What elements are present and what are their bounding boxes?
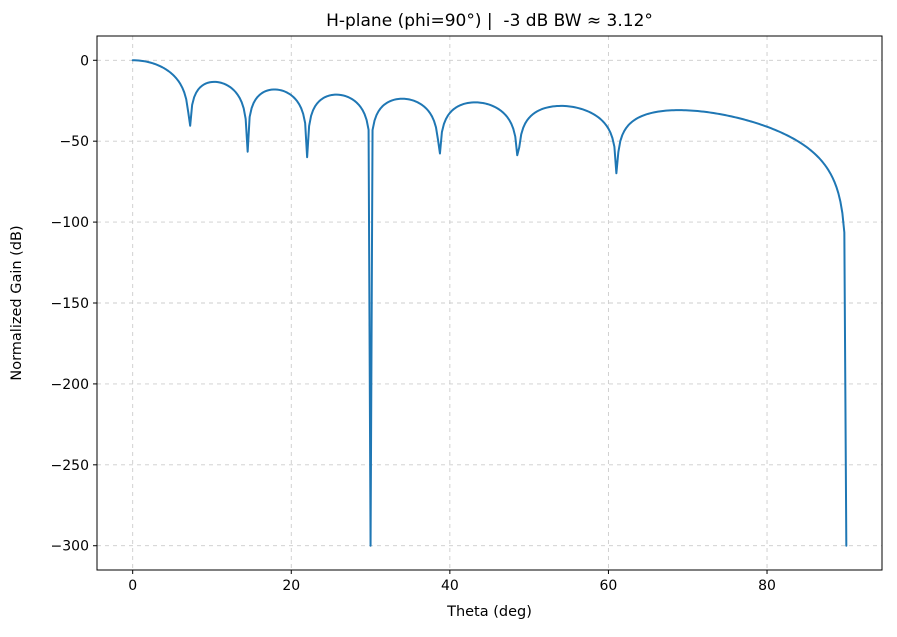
x-tick-label: 20: [282, 578, 300, 594]
y-tick-label: −300: [51, 539, 89, 555]
x-tick-label: 40: [441, 578, 459, 594]
y-tick-label: −200: [51, 377, 89, 393]
y-tick-label: −150: [51, 296, 89, 312]
y-tick-label: −250: [51, 458, 89, 474]
y-tick-label: 0: [80, 53, 89, 69]
chart-title: H-plane (phi=90°) | -3 dB BW ≈ 3.12°: [326, 11, 653, 31]
y-tick-label: −50: [59, 134, 89, 150]
y-tick-label: −100: [51, 215, 89, 231]
x-tick-label: 60: [600, 578, 618, 594]
x-axis-label: Theta (deg): [447, 604, 532, 620]
x-tick-label: 0: [128, 578, 137, 594]
x-tick-label: 80: [758, 578, 776, 594]
gain-curve: [131, 59, 848, 547]
